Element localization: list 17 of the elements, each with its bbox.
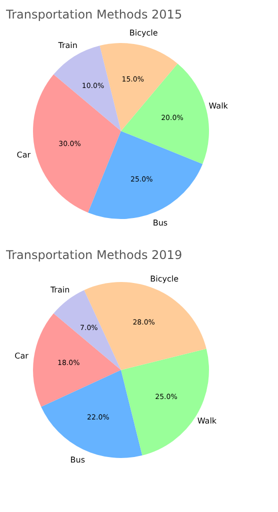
slice-label: Bus [70, 455, 86, 464]
slice-label: Train [57, 40, 78, 50]
pie-slice [121, 64, 209, 164]
pie-slice [88, 131, 203, 219]
pie-slice [33, 313, 121, 407]
pie-slice [41, 370, 142, 458]
pie-slice [33, 74, 121, 213]
slice-label: Bicycle [150, 274, 179, 284]
slice-label: Train [49, 285, 70, 294]
slice-label: Car [14, 352, 30, 361]
slice-label: Car [16, 150, 32, 160]
chart-title: Transportation Methods 2019 [5, 248, 182, 262]
slice-label: Bicycle [129, 28, 158, 38]
slice-label: Walk [208, 102, 228, 111]
slice-label: Walk [197, 416, 217, 426]
slice-label: Bus [152, 218, 168, 228]
chart-title: Transportation Methods 2015 [5, 7, 182, 22]
